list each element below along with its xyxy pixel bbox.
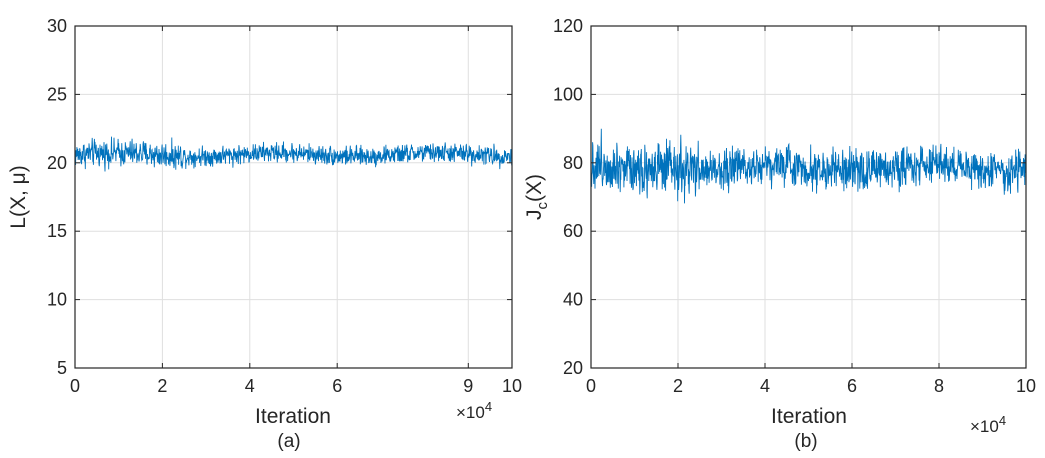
x-tick-label: 8 [934, 376, 944, 396]
panel-b-x-exponent: ×104 [970, 413, 1006, 436]
panel-a-y-axis-label: L(X, μ) [7, 165, 30, 228]
panel-a-x-exponent: ×104 [456, 399, 492, 422]
y-tick-label: 80 [563, 153, 583, 173]
y-tick-label: 40 [563, 290, 583, 310]
panel-a-subplot-label: (a) [277, 431, 300, 452]
x-tick-label: 4 [760, 376, 770, 396]
y-tick-label: 100 [553, 84, 583, 104]
y-tick-label: 20 [563, 358, 583, 378]
panel-a-grid [75, 26, 512, 368]
x-tick-label: 0 [586, 376, 596, 396]
panel-b-frame [590, 25, 1027, 369]
y-axis-label-text: Jc(X) [523, 174, 551, 220]
panel-a-series [74, 136, 513, 368]
y-tick-label: 25 [47, 84, 67, 104]
panel-b-grid [591, 26, 1026, 368]
y-tick-label: 15 [47, 221, 67, 241]
y-tick-label: 10 [47, 290, 67, 310]
panel-b: 0 2 4 6 8 10 20 40 60 80 100 120 Jc(X) Iteration ×1… [523, 16, 1036, 452]
series-line [590, 128, 1027, 368]
panel-b-y-axis-label: Jc(X) [523, 174, 551, 220]
x-tick-label: 10 [1016, 376, 1036, 396]
x-tick-label: 4 [245, 376, 255, 396]
x-tick-label: 6 [847, 376, 857, 396]
y-tick-label: 20 [47, 153, 67, 173]
panel-b-series [590, 128, 1027, 368]
x-tick-label: 0 [70, 376, 80, 396]
panel-a-x-axis-label: Iteration [255, 405, 331, 428]
panel-b-subplot-label: (b) [794, 431, 817, 452]
x-tick-label: 6 [332, 376, 342, 396]
panel-b-ticks: 0 2 4 6 8 10 20 40 60 80 100 120 [553, 16, 1036, 396]
y-tick-label: 5 [57, 358, 67, 378]
panel-a-frame [74, 25, 513, 369]
x-tick-label: 9 [463, 376, 473, 396]
y-tick-label: 30 [47, 16, 67, 36]
x-tick-label: 2 [673, 376, 683, 396]
series-line [74, 136, 513, 368]
panel-a: 0 2 4 6 9 10 5 10 15 20 25 30 L(X, μ) Iteration ×10… [7, 16, 522, 452]
y-axis-label-text: L(X, μ) [7, 165, 30, 228]
y-tick-label: 120 [553, 16, 583, 36]
panel-a-ticks: 0 2 4 6 9 10 5 10 15 20 25 30 [47, 16, 522, 396]
y-tick-label: 60 [563, 221, 583, 241]
x-tick-label: 2 [157, 376, 167, 396]
x-tick-label: 10 [502, 376, 522, 396]
panel-b-x-axis-label: Iteration [771, 405, 847, 428]
